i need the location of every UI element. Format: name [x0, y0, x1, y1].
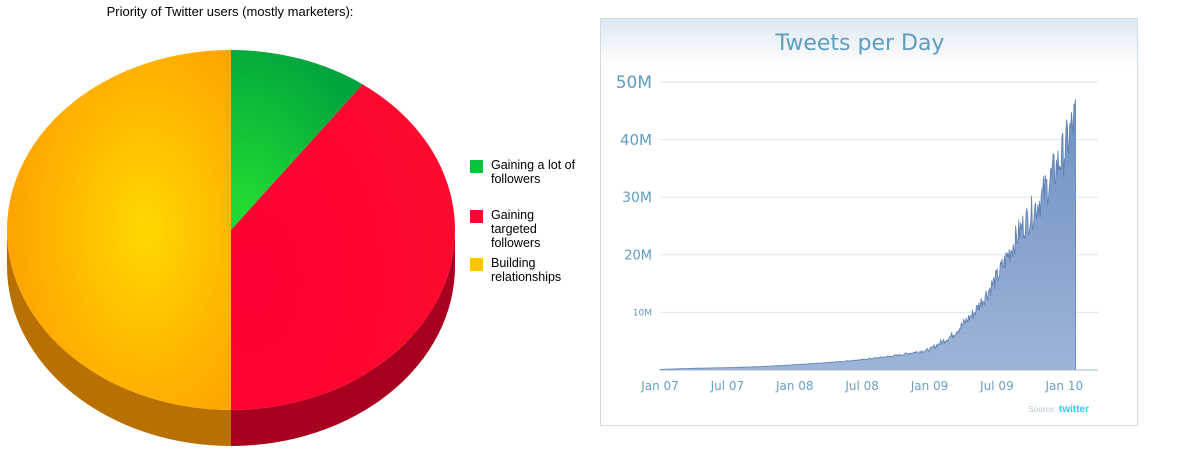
- y-tick-label: 50M: [616, 73, 652, 93]
- x-tick-label: Jul 07: [710, 379, 745, 393]
- source-label: Source:: [1028, 405, 1056, 414]
- legend-swatch-green: [470, 160, 483, 173]
- pie-chart-panel: Priority of Twitter users (mostly market…: [7, 4, 576, 446]
- x-tick-label: Jul 09: [979, 379, 1014, 393]
- pie-slice-building-relationships: [7, 50, 231, 410]
- legend-label: Building relationships: [491, 256, 562, 284]
- tweets-per-day-panel: Tweets per Day 10M 20M 30M 40M 50M Jan 07 Jul…: [600, 18, 1138, 426]
- pie-slice-gaining-a-lot-of-followers: [231, 50, 363, 230]
- tweets-area-series: [659, 99, 1076, 371]
- y-tick-label: 20M: [624, 248, 652, 263]
- y-tick-label: 10M: [633, 309, 652, 319]
- x-tick-label: Jan 07: [640, 379, 679, 393]
- tweets-per-day-chart: Tweets per Day 10M 20M 30M 40M 50M Jan 07 Jul…: [600, 18, 1138, 426]
- legend-label: Gaining a lot of followers: [491, 158, 576, 186]
- twitter-logo: twitter: [1059, 404, 1089, 415]
- legend-swatch-red: [470, 210, 483, 223]
- legend-swatch-yellow: [470, 258, 483, 271]
- legend-label: Gaining targeted followers: [491, 208, 541, 250]
- x-tick-label: Jan 09: [910, 379, 949, 393]
- y-tick-label: 40M: [620, 131, 652, 149]
- x-tick-label: Jan 08: [775, 379, 814, 393]
- y-tick-label: 30M: [622, 190, 652, 206]
- pie-chart-title: Priority of Twitter users (mostly market…: [106, 4, 354, 19]
- x-tick-label: Jul 08: [844, 379, 879, 393]
- pie-slice-gaining-targeted-followers: [231, 84, 456, 410]
- x-tick-label: Jan 10: [1045, 379, 1084, 393]
- pie-chart: [7, 50, 456, 446]
- chart-title: Tweets per Day: [775, 31, 945, 56]
